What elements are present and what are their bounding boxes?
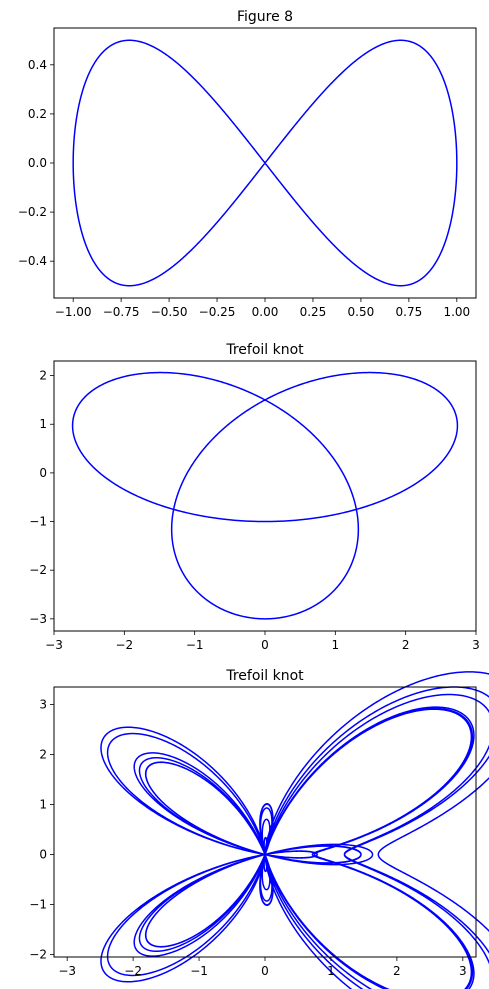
y-tick-label: −0.2 xyxy=(18,205,47,219)
series-line xyxy=(100,671,489,989)
x-tick-label: −1 xyxy=(186,638,204,652)
chart-title: Figure 8 xyxy=(237,9,293,25)
x-tick-label: −3 xyxy=(58,964,76,978)
x-tick-label: −3 xyxy=(45,638,63,652)
chart-title: Trefoil knot xyxy=(225,342,304,358)
y-tick-label: −1 xyxy=(29,515,47,529)
x-tick-label: −2 xyxy=(115,638,133,652)
axes-frame xyxy=(53,360,477,632)
x-tick-label: 1 xyxy=(332,638,340,652)
subplot-3: Trefoil knot −3 −2 −1 0 1 2 3 −2 −1 0 1 2 3 xyxy=(29,668,489,989)
y-tick-label: −0.4 xyxy=(18,254,47,268)
y-tick-label: 0 xyxy=(39,466,47,480)
x-tick-label: 1.00 xyxy=(443,305,470,319)
x-tick-label: 0.25 xyxy=(300,305,327,319)
y-tick-label: 1 xyxy=(39,417,47,431)
x-tick-label: −0.50 xyxy=(151,305,188,319)
x-tick-label: 3 xyxy=(472,638,480,652)
y-tick-label: 1 xyxy=(39,798,47,812)
x-tick-label: 0.50 xyxy=(348,305,375,319)
x-tick-label: 1 xyxy=(327,964,335,978)
subplot-1: Figure 8 −1.00 −0.75 −0.50 −0.25 0.00 0.25 0.50… xyxy=(18,9,477,319)
x-tick-label: −0.75 xyxy=(103,305,140,319)
series-line xyxy=(71,371,459,620)
y-tick-label: −1 xyxy=(29,898,47,912)
y-tick-label: 0.4 xyxy=(28,58,47,72)
x-tick-label: 0.75 xyxy=(396,305,423,319)
x-tick-label: −0.25 xyxy=(199,305,236,319)
y-tick-label: 2 xyxy=(39,369,47,383)
y-tick-label: 2 xyxy=(39,748,47,762)
y-tick-label: 0.0 xyxy=(28,156,47,170)
x-tick-label: 2 xyxy=(402,638,410,652)
y-tick-label: 0.2 xyxy=(28,107,47,121)
x-tick-label: 2 xyxy=(393,964,401,978)
y-tick-label: −2 xyxy=(29,948,47,962)
x-tick-label: 0 xyxy=(261,638,269,652)
subplot-2: Trefoil knot −3 −2 −1 0 1 2 3 −3 −2 −1 0 1 2 xyxy=(29,342,480,652)
x-tick-label: 0.00 xyxy=(252,305,279,319)
axes-frame xyxy=(53,686,477,958)
x-tick-label: −1.00 xyxy=(55,305,92,319)
x-tick-label: −1 xyxy=(190,964,208,978)
y-tick-label: 3 xyxy=(39,698,47,712)
y-tick-label: −3 xyxy=(29,612,47,626)
y-tick-label: 0 xyxy=(39,848,47,862)
chart-title: Trefoil knot xyxy=(225,668,304,684)
x-tick-label: 0 xyxy=(261,964,269,978)
y-tick-label: −2 xyxy=(29,563,47,577)
series-line xyxy=(72,39,458,287)
x-tick-label: 3 xyxy=(459,964,467,978)
x-tick-label: −2 xyxy=(124,964,142,978)
